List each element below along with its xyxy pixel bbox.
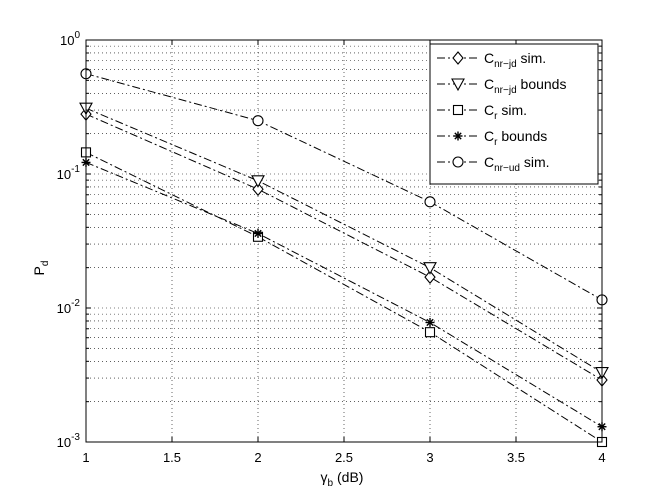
x-tick-label: 4 bbox=[598, 450, 605, 465]
y-tick-labels: 100 10-1 10-2 10-3 bbox=[57, 30, 81, 450]
series-line bbox=[85, 151, 603, 443]
legend-label: Cnr−jd bounds bbox=[484, 76, 566, 96]
legend-item: Cnr−ud sim. bbox=[437, 154, 550, 174]
y-tick-label: 10-2 bbox=[57, 298, 81, 316]
legend-diamond-marker bbox=[452, 51, 464, 65]
legend-item: Cr bounds bbox=[437, 128, 547, 148]
legend-square-marker bbox=[452, 104, 464, 116]
x-tick-label: 1.5 bbox=[163, 450, 181, 465]
legend-star-marker bbox=[453, 131, 463, 141]
legend-item: Cr sim. bbox=[437, 102, 527, 122]
series-4 bbox=[81, 157, 607, 432]
axis-ticks bbox=[85, 40, 603, 443]
x-tick-label: 2.5 bbox=[335, 450, 353, 465]
x-tick-label: 3 bbox=[426, 450, 433, 465]
diamond-marker bbox=[252, 182, 264, 197]
y-tick-label: 10-1 bbox=[57, 164, 81, 182]
series-line bbox=[85, 113, 603, 381]
circle-marker bbox=[252, 115, 264, 127]
series-line bbox=[85, 107, 603, 373]
legend-item: Cnr−jd sim. bbox=[437, 50, 546, 70]
y-tick-label: 100 bbox=[60, 30, 80, 48]
y-axis-label: Pd bbox=[31, 261, 51, 276]
x-tick-label: 2 bbox=[254, 450, 261, 465]
series-line bbox=[85, 161, 603, 428]
y-tick-label: 10-3 bbox=[57, 432, 81, 450]
legend-label: Cr sim. bbox=[484, 102, 527, 122]
star-marker bbox=[425, 317, 435, 327]
series-line bbox=[85, 73, 603, 301]
triangle-down-marker bbox=[423, 262, 437, 275]
legend-triangle-down-marker bbox=[451, 78, 465, 92]
x-tick-labels: 1 1.5 2 2.5 3 3.5 4 bbox=[82, 450, 605, 465]
legend-label: Cnr−jd sim. bbox=[484, 50, 546, 70]
triangle-down-marker bbox=[251, 175, 265, 188]
star-marker bbox=[253, 228, 263, 238]
legend-circle-marker bbox=[452, 156, 464, 168]
circle-marker bbox=[424, 196, 436, 208]
legend-item: Cnr−jd bounds bbox=[437, 76, 566, 96]
x-axis-label: γb (dB) bbox=[321, 469, 364, 489]
legend-label: Cr bounds bbox=[484, 128, 547, 148]
diamond-marker bbox=[424, 270, 436, 284]
x-tick-label: 3.5 bbox=[507, 450, 525, 465]
x-tick-label: 1 bbox=[82, 450, 89, 465]
square-marker bbox=[424, 327, 436, 338]
legend-label: Cnr−ud sim. bbox=[484, 154, 550, 174]
legend: Cnr−jd sim. Cnr−jd bounds Cr sim. Cr bounds… bbox=[429, 43, 599, 185]
